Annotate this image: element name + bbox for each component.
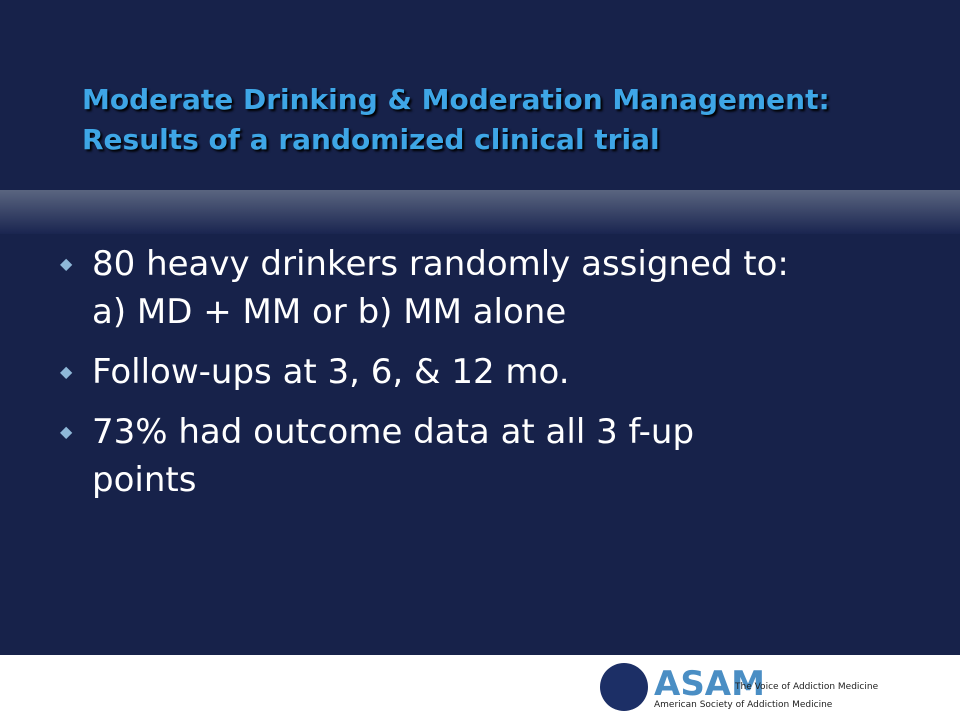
title: Moderate Drinking & Moderation Managemen…	[82, 80, 830, 160]
bullet-marker: ◆	[60, 362, 73, 381]
bullet-marker: ◆	[60, 254, 73, 273]
bullet-line: 73% had outcome data at all 3 f-up	[92, 412, 695, 452]
bullet-line: points	[92, 460, 197, 500]
bullet-item: ◆ 73% had outcome data at all 3 f-up point…	[60, 408, 920, 504]
divider-band	[0, 190, 960, 234]
tagline: The Voice of Addiction Medicine	[735, 682, 879, 692]
title-line: Results of a randomized clinical trial	[82, 123, 660, 156]
bullet-text: Follow-ups at 3, 6, & 12 mo.	[92, 348, 570, 396]
title-line: Moderate Drinking & Moderation Managemen…	[82, 83, 830, 116]
bullet-text: 80 heavy drinkers randomly assigned to: a…	[92, 240, 789, 336]
org-name: American Society of Addiction Medicine	[654, 700, 833, 710]
bullet-line: 80 heavy drinkers randomly assigned to:	[92, 244, 789, 284]
logo-seal	[600, 663, 648, 711]
bullet-text: 73% had outcome data at all 3 f-up points	[92, 408, 694, 504]
bullet-marker: ◆	[60, 422, 73, 441]
footer	[0, 655, 960, 720]
bullet-list: ◆ 80 heavy drinkers randomly assigned to:…	[60, 240, 920, 516]
bullet-item: ◆ Follow-ups at 3, 6, & 12 mo.	[60, 348, 920, 396]
bullet-item: ◆ 80 heavy drinkers randomly assigned to:…	[60, 240, 920, 336]
logo-text: ASAM	[654, 664, 765, 704]
bullet-line: a) MD + MM or b) MM alone	[92, 292, 567, 332]
bullet-line: Follow-ups at 3, 6, & 12 mo.	[92, 352, 570, 392]
